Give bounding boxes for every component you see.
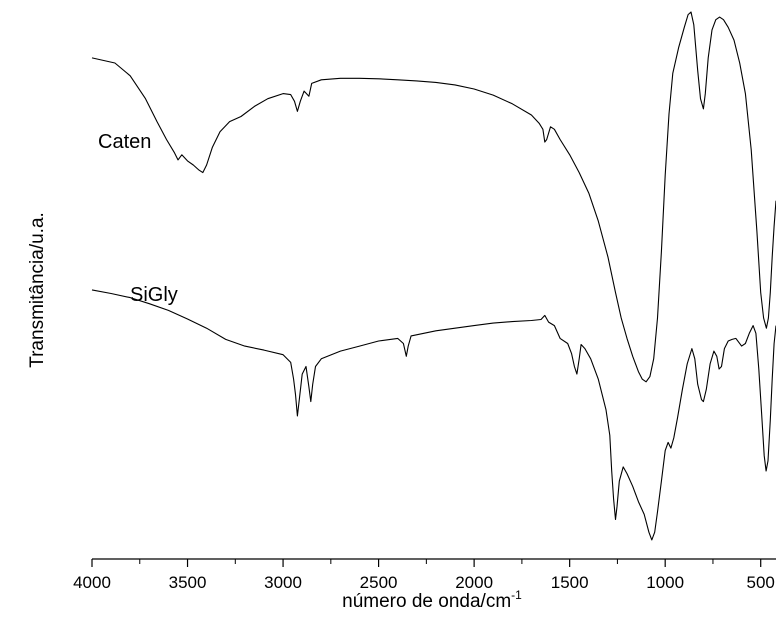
series-label-caten: Caten xyxy=(98,131,151,153)
x-tick-label-3000: 3000 xyxy=(264,573,302,592)
x-tick-label-1500: 1500 xyxy=(551,573,589,592)
y-axis-label: Transmitância/u.a. xyxy=(27,212,48,368)
series-line-caten xyxy=(91,11,776,383)
x-axis-label: número de onda/cm-1 xyxy=(342,588,522,612)
series-line-sigly xyxy=(91,289,776,541)
x-tick-label-2500: 2500 xyxy=(360,573,398,592)
x-axis-ticks: 4000 3500 3000 2500 2000 1500 1000 500 xyxy=(73,559,775,592)
x-tick-label-3500: 3500 xyxy=(169,573,207,592)
series-label-layer: Caten SiGly xyxy=(98,131,178,306)
x-tick-label-1000: 1000 xyxy=(646,573,684,592)
x-axis-label-superscript: -1 xyxy=(511,588,522,602)
x-tick-label-500: 500 xyxy=(747,573,775,592)
x-tick-label-2000: 2000 xyxy=(455,573,493,592)
series-layer xyxy=(91,11,776,541)
series-label-sigly: SiGly xyxy=(130,284,178,306)
x-tick-label-4000: 4000 xyxy=(73,573,111,592)
